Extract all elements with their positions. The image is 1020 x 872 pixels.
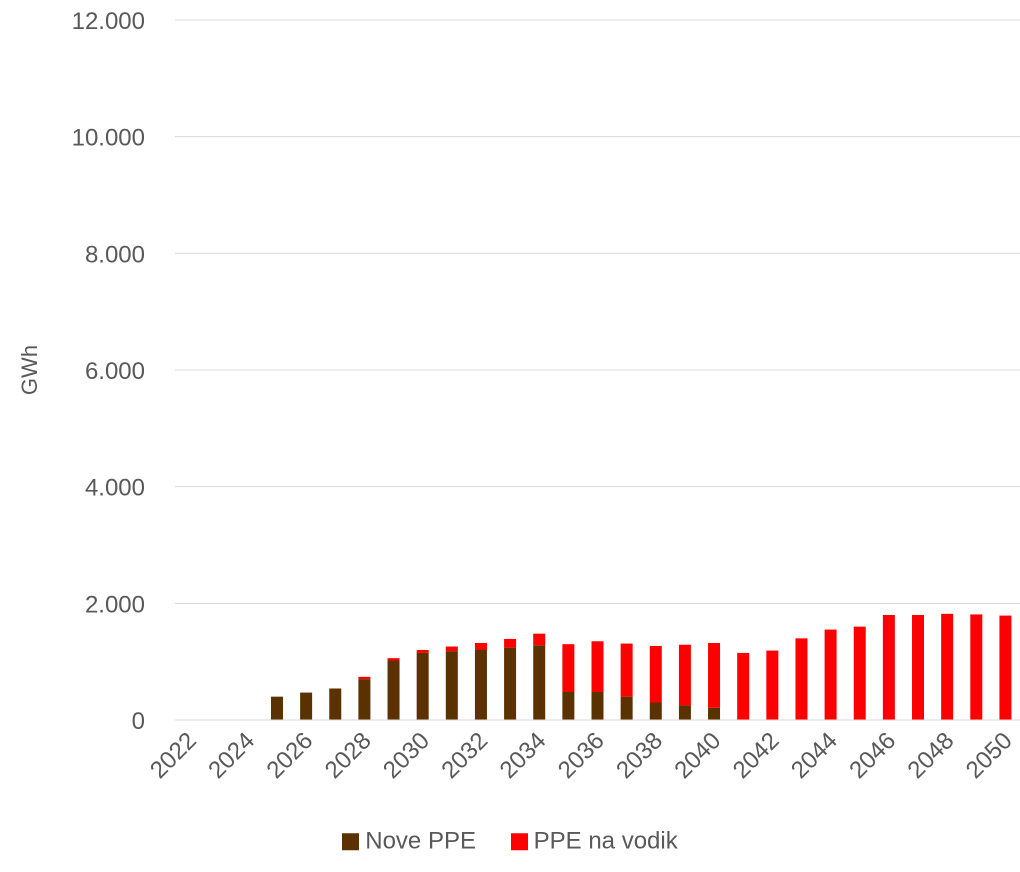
y-tick-label: 10.000 [72,125,145,152]
x-tick-label: 2034 [495,727,552,784]
bar-ppe-na-vodik-2040 [708,643,721,708]
x-tick-label: 2044 [786,727,843,784]
x-tick-label: 2048 [903,727,960,784]
bar-nove-ppe-2028 [358,679,371,720]
y-tick-label: 2.000 [85,591,145,618]
bar-nove-ppe-2037 [620,696,633,720]
bar-nove-ppe-2033 [504,647,517,720]
y-tick-label: 12.000 [72,8,145,35]
x-tick-label: 2038 [611,727,668,784]
bar-ppe-na-vodik-2047 [912,615,925,720]
bar-ppe-na-vodik-2031 [445,646,458,652]
bar-ppe-na-vodik-2036 [591,641,604,692]
y-tick-label: 4.000 [85,475,145,502]
bar-ppe-na-vodik-2034 [533,633,546,646]
bar-nove-ppe-2035 [562,692,575,720]
bars [270,613,1012,720]
legend-swatch-nove-ppe [342,832,360,850]
bar-ppe-na-vodik-2041 [737,652,750,720]
bar-ppe-na-vodik-2032 [474,643,487,650]
y-axis-ticks: 0 2.000 4.000 6.000 8.000 10.000 12.000 [72,8,145,735]
bar-ppe-na-vodik-2030 [416,650,429,653]
bar-nove-ppe-2029 [387,660,400,720]
bar-nove-ppe-2027 [329,688,342,720]
x-tick-label: 2040 [669,727,726,784]
bar-ppe-na-vodik-2042 [766,650,779,720]
legend-label-nove-ppe: Nove PPE [365,827,476,855]
x-tick-label: 2028 [320,727,377,784]
bar-ppe-na-vodik-2050 [999,615,1012,720]
bar-nove-ppe-2032 [474,650,487,720]
bar-ppe-na-vodik-2037 [620,643,633,697]
x-tick-label: 2024 [203,727,260,784]
bar-ppe-na-vodik-2029 [387,658,400,661]
bar-ppe-na-vodik-2048 [941,613,954,720]
x-tick-label: 2050 [961,727,1018,784]
y-tick-label: 8.000 [85,241,145,268]
bar-ppe-na-vodik-2038 [649,645,662,703]
bar-nove-ppe-2038 [649,702,662,720]
x-tick-label: 2030 [378,727,435,784]
legend: Nove PPE PPE na vodik [0,827,1020,857]
bar-ppe-na-vodik-2046 [882,615,895,720]
legend-label-ppe-na-vodik: PPE na vodik [533,827,678,855]
bar-nove-ppe-2034 [533,645,546,720]
bar-nove-ppe-2025 [270,696,283,720]
x-tick-label: 2036 [553,727,610,784]
y-tick-label: 0 [132,708,145,735]
legend-item-nove-ppe: Nove PPE [342,827,476,855]
x-tick-label: 2046 [844,727,901,784]
bar-ppe-na-vodik-2043 [795,638,808,720]
bar-nove-ppe-2039 [678,705,691,720]
x-axis-ticks: 2022 2024 2026 2028 2030 2032 2034 2036 2038 2040… [145,727,1018,784]
x-tick-label: 2042 [728,727,785,784]
bar-ppe-na-vodik-2033 [504,638,517,648]
bar-ppe-na-vodik-2045 [853,626,866,720]
legend-item-ppe-na-vodik: PPE na vodik [510,827,678,855]
bar-nove-ppe-2040 [708,707,721,720]
gridlines [175,19,1020,604]
bar-ppe-na-vodik-2035 [562,644,575,692]
bar-ppe-na-vodik-2039 [678,644,691,706]
x-tick-label: 2026 [262,727,319,784]
y-tick-label: 6.000 [85,358,145,385]
bar-nove-ppe-2031 [445,651,458,720]
bar-ppe-na-vodik-2028 [358,676,371,680]
bar-nove-ppe-2036 [591,692,604,720]
bar-nove-ppe-2030 [416,652,429,720]
x-tick-label: 2032 [436,727,493,784]
bar-nove-ppe-2026 [300,692,313,720]
bar-ppe-na-vodik-2044 [824,629,837,720]
y-axis-title: GWh [17,345,42,395]
legend-swatch-ppe-na-vodik [510,832,528,850]
bar-ppe-na-vodik-2049 [970,614,983,720]
x-tick-label: 2022 [145,727,202,784]
